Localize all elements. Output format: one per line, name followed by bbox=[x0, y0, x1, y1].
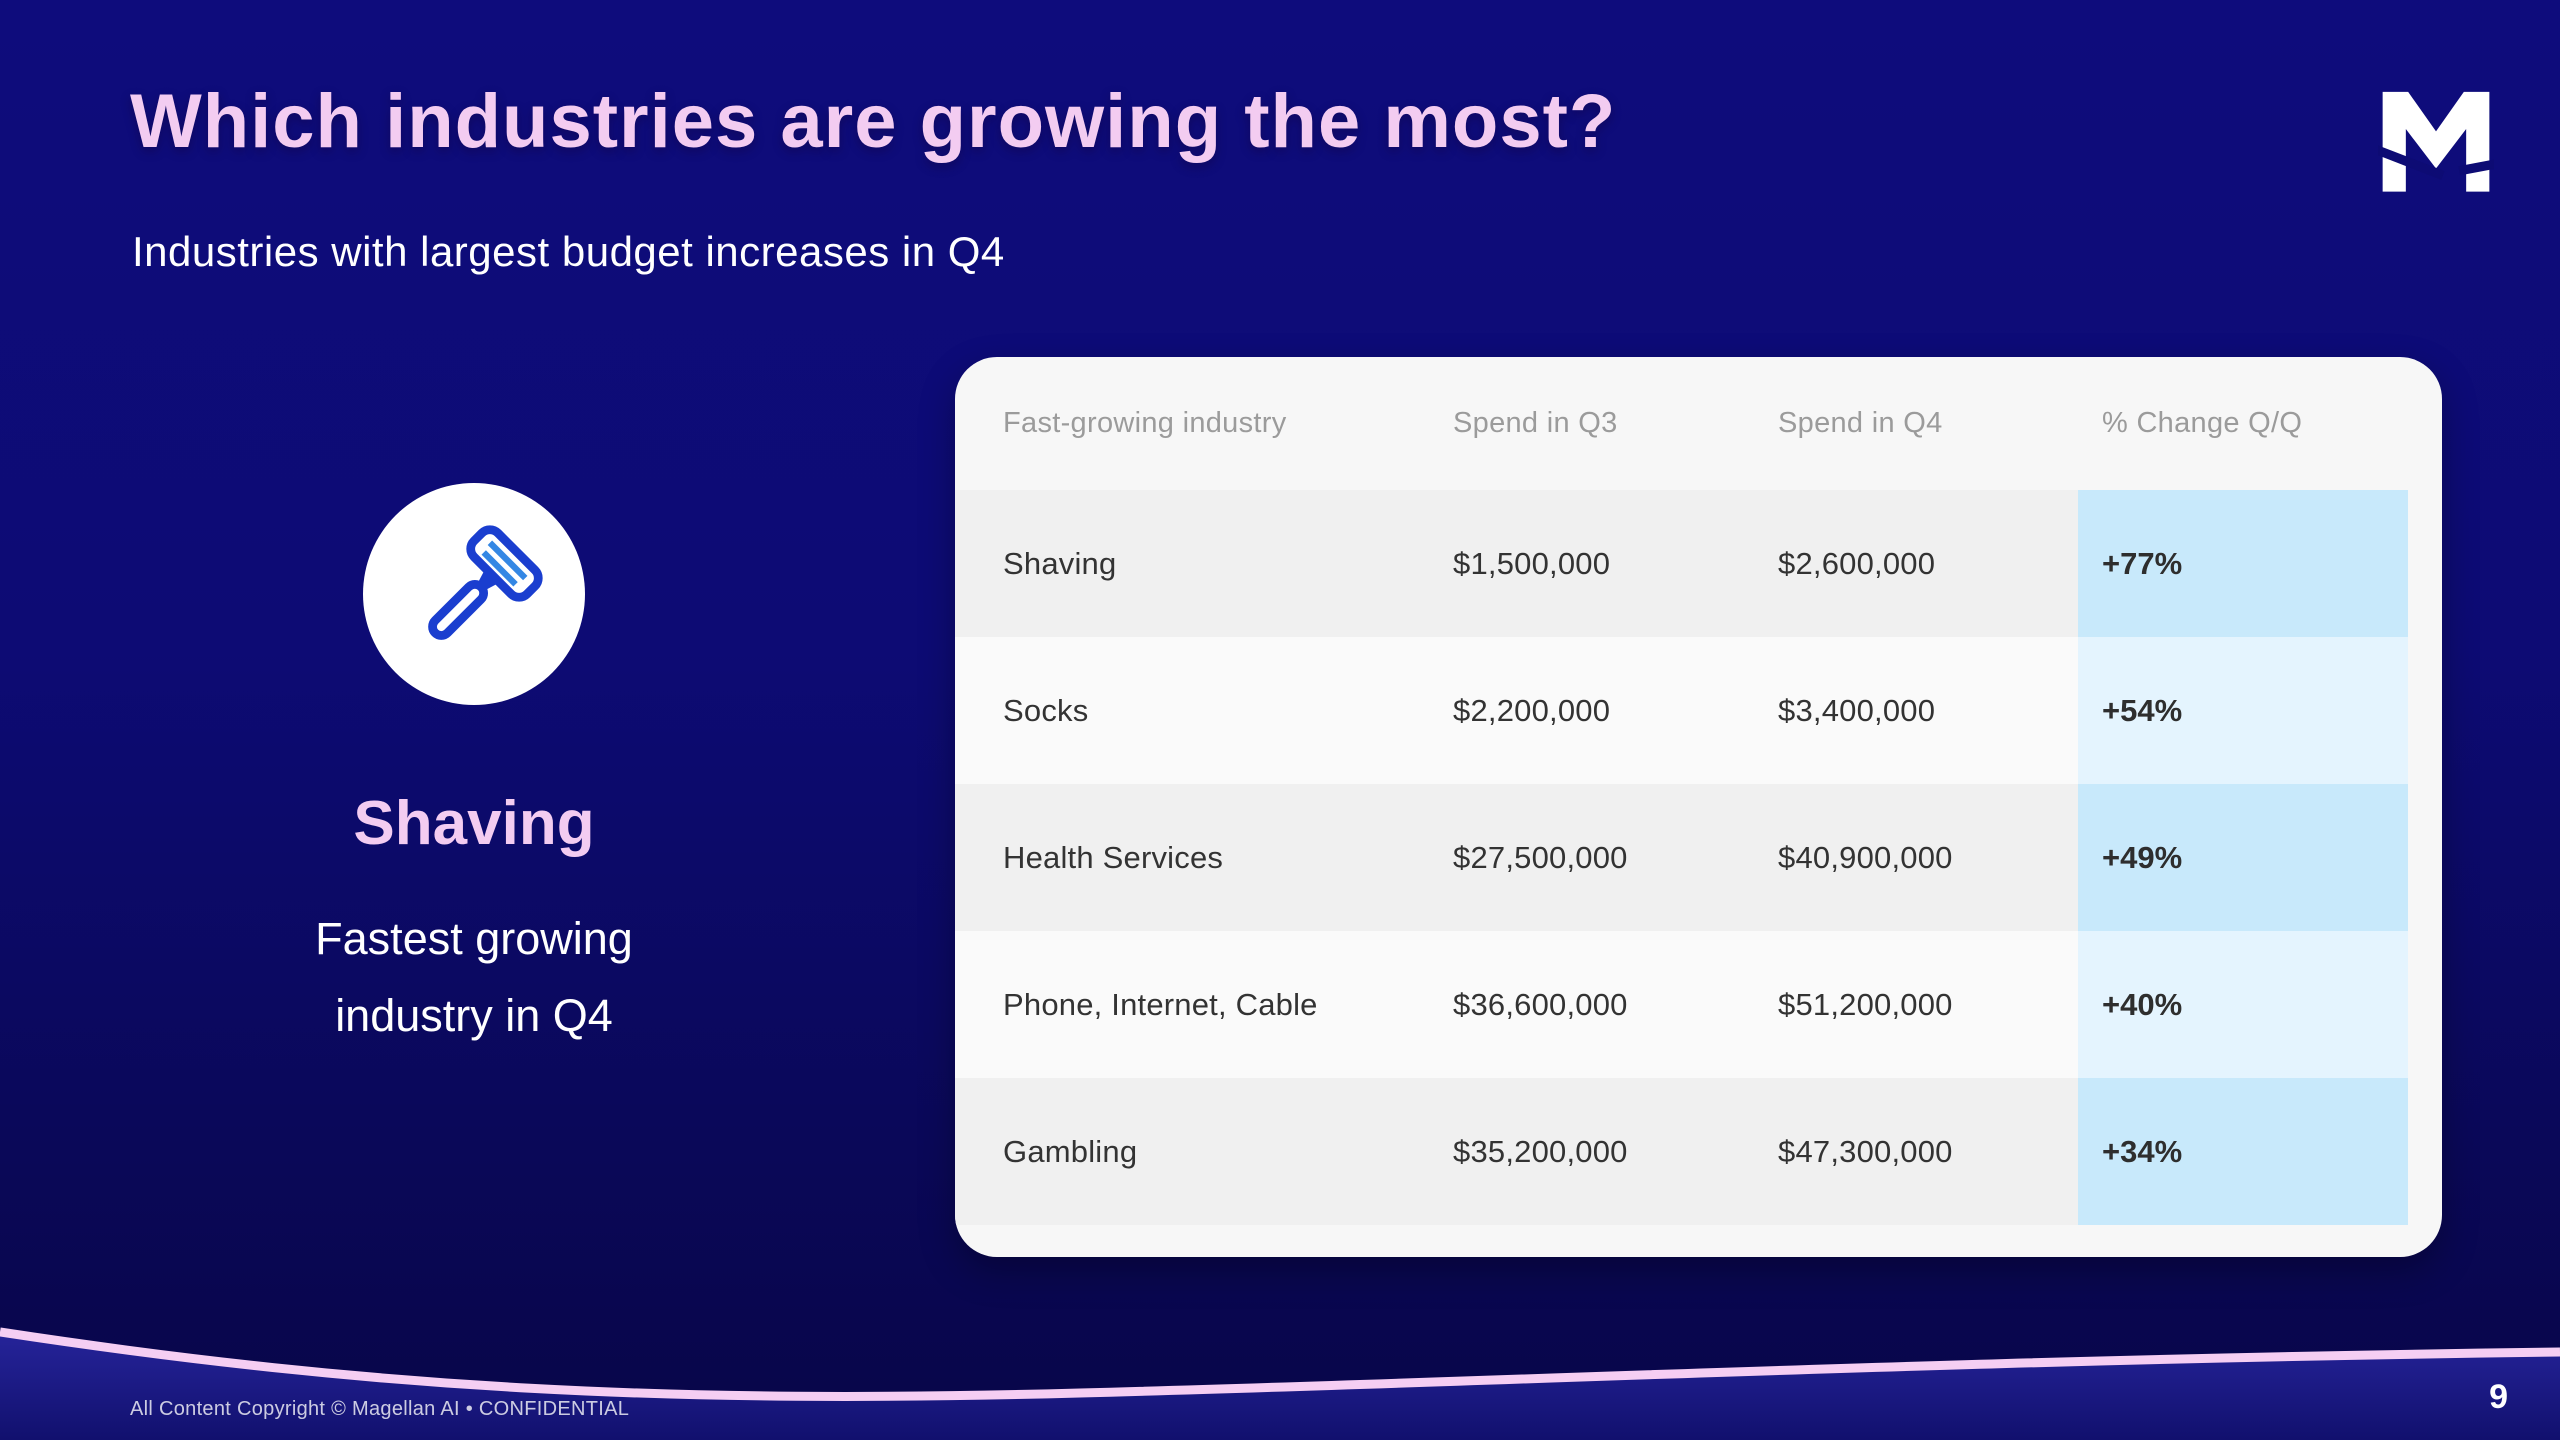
page-title: Which industries are growing the most? bbox=[130, 79, 1617, 164]
table-row: Shaving $1,500,000 $2,600,000 +77% bbox=[955, 490, 2442, 637]
spacer bbox=[2408, 490, 2442, 637]
spacer bbox=[2408, 784, 2442, 931]
cell-industry: Shaving bbox=[1003, 490, 1453, 637]
spacer bbox=[955, 784, 1003, 931]
cell-q3-spend: $2,200,000 bbox=[1453, 637, 1778, 784]
col-header-industry: Fast-growing industry bbox=[1003, 407, 1287, 439]
razor-icon bbox=[428, 525, 543, 640]
cell-q4-spend: $40,900,000 bbox=[1778, 784, 2078, 931]
cell-q3-spend: $1,500,000 bbox=[1453, 490, 1778, 637]
spacer bbox=[955, 357, 1003, 490]
table-row: Phone, Internet, Cable $36,600,000 $51,2… bbox=[955, 931, 2442, 1078]
spacer bbox=[955, 1078, 1003, 1225]
wave-divider bbox=[0, 1327, 2560, 1440]
industry-table-card: Fast-growing industry Spend in Q3 Spend … bbox=[955, 357, 2442, 1257]
cell-q4-spend: $3,400,000 bbox=[1778, 637, 2078, 784]
spacer bbox=[2408, 637, 2442, 784]
cell-change: +40% bbox=[2078, 931, 2408, 1078]
cell-q3-spend: $35,200,000 bbox=[1453, 1078, 1778, 1225]
magellan-logo-icon bbox=[2369, 80, 2498, 192]
icon-circle bbox=[363, 483, 585, 705]
cell-q4-spend: $51,200,000 bbox=[1778, 931, 2078, 1078]
table-row: Health Services $27,500,000 $40,900,000 … bbox=[955, 784, 2442, 931]
cell-q4-spend: $2,600,000 bbox=[1778, 490, 2078, 637]
highlight-description-line1: Fastest growing bbox=[315, 913, 633, 964]
page-number: 9 bbox=[2489, 1378, 2508, 1416]
spacer bbox=[955, 490, 1003, 637]
col-header-change: % Change Q/Q bbox=[2102, 407, 2303, 439]
cell-change: +34% bbox=[2078, 1078, 2408, 1225]
footer-copyright: All Content Copyright © Magellan AI • CO… bbox=[130, 1398, 630, 1420]
page-subtitle: Industries with largest budget increases… bbox=[132, 228, 1005, 275]
spacer bbox=[955, 931, 1003, 1078]
cell-industry: Gambling bbox=[1003, 1078, 1453, 1225]
col-header-q3: Spend in Q3 bbox=[1453, 407, 1618, 439]
cell-change: +49% bbox=[2078, 784, 2408, 931]
cell-q4-spend: $47,300,000 bbox=[1778, 1078, 2078, 1225]
table-row: Socks $2,200,000 $3,400,000 +54% bbox=[955, 637, 2442, 784]
col-header-q4: Spend in Q4 bbox=[1778, 407, 1943, 439]
cell-industry: Health Services bbox=[1003, 784, 1453, 931]
highlight-industry-label: Shaving bbox=[353, 789, 595, 858]
spacer bbox=[955, 637, 1003, 784]
cell-change: +77% bbox=[2078, 490, 2408, 637]
cell-q3-spend: $36,600,000 bbox=[1453, 931, 1778, 1078]
cell-industry: Socks bbox=[1003, 637, 1453, 784]
highlight-description: Fastest growing industry in Q4 bbox=[174, 900, 774, 1055]
spacer bbox=[2408, 357, 2442, 490]
spacer bbox=[2408, 1078, 2442, 1225]
table-header-row: Fast-growing industry Spend in Q3 Spend … bbox=[955, 357, 2442, 490]
cell-industry: Phone, Internet, Cable bbox=[1003, 931, 1453, 1078]
table-row: Gambling $35,200,000 $47,300,000 +34% bbox=[955, 1078, 2442, 1225]
cell-q3-spend: $27,500,000 bbox=[1453, 784, 1778, 931]
cell-change: +54% bbox=[2078, 637, 2408, 784]
highlight-description-line2: industry in Q4 bbox=[335, 990, 613, 1042]
spacer bbox=[2408, 931, 2442, 1078]
